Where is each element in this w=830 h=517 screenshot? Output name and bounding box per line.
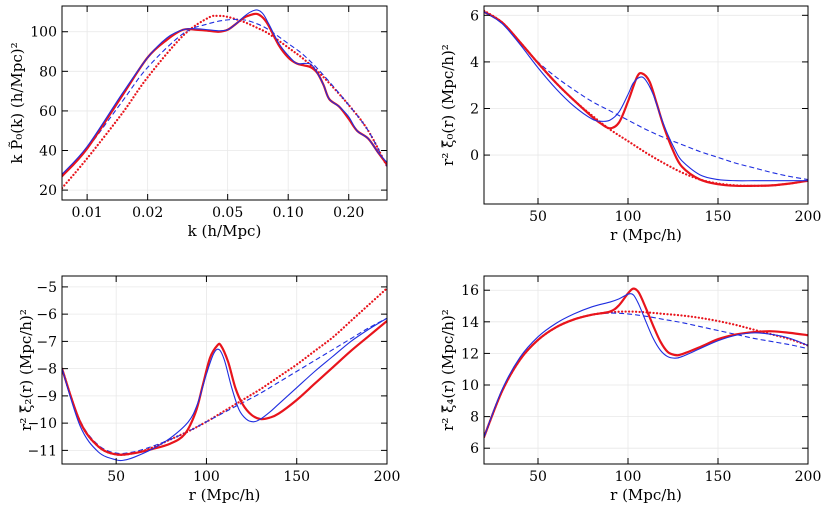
y-tick-label: 12 <box>461 346 479 362</box>
x-tick-label: 100 <box>193 469 220 485</box>
y-axis-label: r² ξ̃₀(r) (Mpc/h)² <box>439 44 457 166</box>
plot-frame <box>483 5 809 205</box>
y-tick-label: −5 <box>36 280 57 296</box>
series-red-solid <box>484 10 808 188</box>
y-tick-label: 16 <box>461 283 479 299</box>
series-red-dotted <box>484 310 808 439</box>
y-tick-label: 8 <box>470 410 479 426</box>
panel-monopole: 50 100 150 200 0 2 4 6 r (Mpc/h) r² ξ̃₀(r) (Mpc/h… <box>439 5 821 244</box>
x-tick-label: 0.01 <box>72 205 103 221</box>
x-tick-label: 150 <box>705 209 732 225</box>
series-blue-solid <box>62 9 387 175</box>
y-tick-label: 6 <box>470 441 479 457</box>
y-tick-label: 4 <box>470 55 479 71</box>
grid <box>484 6 809 204</box>
series-red-dotted <box>62 14 387 190</box>
y-tick-label: 40 <box>39 144 57 160</box>
series-blue-dashed <box>484 11 808 181</box>
panel-hexadecapole: 50 100 150 200 6 8 10 12 14 16 r (Mpc/h) r² ξ̃₄(r) … <box>439 275 821 504</box>
x-tick-label: 200 <box>795 469 822 485</box>
x-axis-label: r (Mpc/h) <box>610 486 682 504</box>
x-axis-label: k (h/Mpc) <box>188 222 262 240</box>
y-tick-label: −7 <box>36 334 57 350</box>
plot-frame <box>483 275 809 465</box>
y-tick-label: 0 <box>470 148 479 164</box>
x-tick-label: 100 <box>615 469 642 485</box>
ticks: 0.01 0.02 0.05 0.10 0.20 20 40 60 80 100 <box>30 6 387 221</box>
y-tick-label: 6 <box>470 8 479 24</box>
x-tick-label: 150 <box>283 469 310 485</box>
series-group <box>484 287 808 439</box>
x-axis-label: r (Mpc/h) <box>610 226 682 244</box>
x-tick-label: 200 <box>795 209 822 225</box>
plot-frame <box>61 275 388 465</box>
x-tick-label: 150 <box>705 469 732 485</box>
y-tick-label: −8 <box>36 362 57 378</box>
plot-frame <box>61 5 388 201</box>
ticks: 50 100 150 200 −11 −10 −9 −8 −7 −6 −5 <box>27 276 400 485</box>
y-tick-label: −11 <box>27 443 57 459</box>
grid <box>484 276 809 464</box>
y-tick-label: 10 <box>461 378 479 394</box>
series-red-dotted <box>62 287 387 456</box>
y-tick-label: 60 <box>39 104 57 120</box>
grid <box>62 276 388 464</box>
x-tick-label: 100 <box>615 209 642 225</box>
y-tick-label: 20 <box>39 183 57 199</box>
series-blue-dashed <box>62 317 387 455</box>
y-axis-label: r² ξ̃₂(r) (Mpc/h)² <box>17 309 35 431</box>
panel-power-spectrum: 0.01 0.02 0.05 0.10 0.20 20 40 60 80 100 k (h/Mpc)… <box>8 5 388 240</box>
series-blue-solid <box>484 293 808 438</box>
x-tick-label: 0.10 <box>273 205 304 221</box>
x-axis-label: r (Mpc/h) <box>189 486 261 504</box>
y-tick-label: 80 <box>39 64 57 80</box>
x-tick-label: 0.20 <box>333 205 364 221</box>
x-tick-label: 50 <box>107 469 125 485</box>
series-blue-solid <box>484 11 808 182</box>
y-tick-label: −10 <box>27 416 57 432</box>
series-group <box>484 9 808 188</box>
y-axis-label: r² ξ̃₄(r) (Mpc/h)² <box>439 309 457 431</box>
x-tick-label: 50 <box>529 469 547 485</box>
series-group <box>62 9 387 190</box>
series-red-solid <box>484 287 808 439</box>
panel-quadrupole: 50 100 150 200 −11 −10 −9 −8 −7 −6 −5 r (Mpc/h) r² ξ… <box>17 275 400 504</box>
x-tick-label: 0.05 <box>212 205 243 221</box>
y-axis-label: k P̃₀(k) (h/Mpc)² <box>8 42 26 163</box>
series-group <box>62 287 387 462</box>
series-blue-dashed <box>62 18 387 177</box>
series-red-solid <box>62 319 387 456</box>
y-tick-label: 100 <box>30 25 57 41</box>
x-tick-label: 50 <box>529 209 547 225</box>
x-tick-label: 0.02 <box>132 205 163 221</box>
ticks: 50 100 150 200 6 8 10 12 14 16 <box>461 276 821 485</box>
grid <box>62 6 387 200</box>
x-tick-label: 200 <box>374 469 401 485</box>
series-red-solid <box>62 12 387 178</box>
y-tick-label: −9 <box>36 389 57 405</box>
y-tick-label: 14 <box>461 315 479 331</box>
series-red-dotted <box>484 9 808 187</box>
y-tick-label: 2 <box>470 101 479 117</box>
ticks: 50 100 150 200 0 2 4 6 <box>470 6 821 225</box>
y-tick-label: −6 <box>36 307 57 323</box>
series-blue-solid <box>62 317 387 462</box>
